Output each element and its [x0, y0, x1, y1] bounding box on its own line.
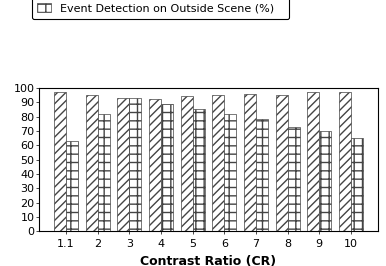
Bar — [307, 92, 319, 231]
Bar — [339, 92, 351, 231]
Bar — [86, 95, 98, 231]
Bar — [212, 95, 224, 231]
Bar — [54, 92, 66, 231]
Bar — [193, 109, 205, 231]
Bar — [276, 95, 288, 231]
Bar — [244, 94, 256, 231]
Bar — [319, 131, 331, 231]
Bar — [351, 138, 363, 231]
Bar — [117, 98, 129, 231]
Bar — [288, 127, 300, 231]
Bar — [256, 119, 268, 231]
Legend: Event Detection on HUD Symbology (%), Event Detection on Outside Scene (%): Event Detection on HUD Symbology (%), Ev… — [32, 0, 289, 19]
Bar — [161, 103, 173, 231]
X-axis label: Contrast Ratio (CR): Contrast Ratio (CR) — [141, 255, 276, 266]
Bar — [224, 114, 236, 231]
Bar — [129, 98, 141, 231]
Bar — [98, 114, 110, 231]
Bar — [149, 99, 161, 231]
Bar — [181, 96, 193, 231]
Bar — [66, 141, 78, 231]
